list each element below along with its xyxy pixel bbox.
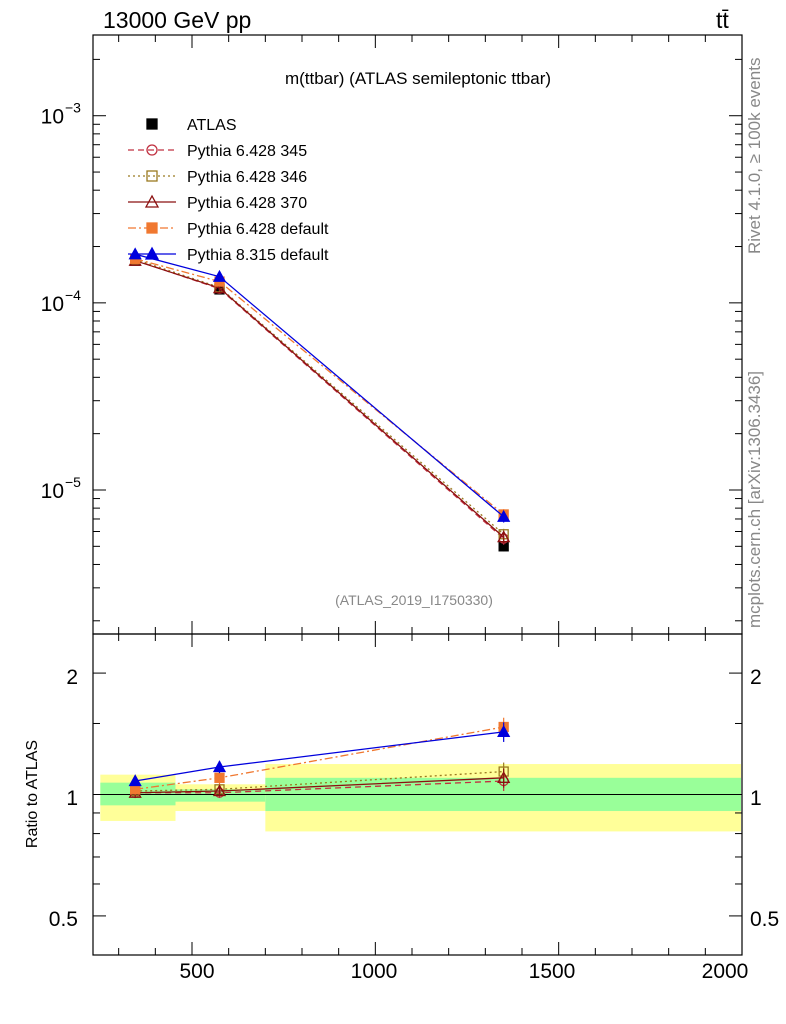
header-energy-label: 13000 GeV pp	[103, 7, 251, 33]
ytick-label: 10	[41, 106, 64, 129]
data-point	[497, 530, 511, 543]
ratio-data-point	[128, 774, 142, 787]
legend-marker	[146, 170, 158, 182]
ratio-data-point	[214, 772, 225, 783]
legend-label-py6-default: Pythia 6.428 default	[187, 221, 329, 238]
ytick-label: 10	[41, 293, 64, 316]
legend-label-py6-346: Pythia 6.428 346	[187, 169, 307, 186]
mcplots-credit-label: mcplots.cern.ch [arXiv:1306.3436]	[745, 371, 764, 628]
legend-marker	[144, 246, 160, 260]
ratio-data-point	[130, 784, 141, 795]
series-line	[134, 253, 505, 518]
ratio-y-axis-label: Ratio to ATLAS	[24, 740, 41, 848]
ratio-data-point	[212, 784, 227, 797]
ratio-ytick-label-right: 1	[750, 787, 762, 810]
xtick-label: 500	[179, 960, 214, 983]
legend-label-py6-345: Pythia 6.428 345	[187, 143, 307, 160]
ratio-ytick-label-right: 2	[750, 666, 762, 689]
ratio-ytick-label-left: 1	[66, 787, 78, 810]
legend-label-py8-default: Pythia 8.315 default	[187, 247, 329, 264]
series-line	[134, 258, 505, 535]
legend-marker	[146, 118, 158, 130]
plot-title: m(ttbar) (ATLAS semileptonic ttbar)	[285, 69, 551, 88]
legend-label-atlas: ATLAS	[187, 117, 237, 134]
ytick-label: 10	[41, 480, 64, 503]
series-line	[134, 260, 505, 538]
ytick-label-exponent: −4	[65, 287, 81, 303]
ytick-label-exponent: −3	[65, 100, 81, 116]
legend-marker	[144, 194, 160, 208]
ratio-data-point	[212, 760, 227, 773]
ratio-ytick-label-left: 0.5	[49, 908, 78, 931]
series-line	[134, 259, 505, 540]
xtick-label: 2000	[702, 960, 749, 983]
xtick-label: 1000	[351, 960, 398, 983]
data-point	[212, 269, 227, 282]
legend-marker	[146, 222, 158, 234]
ratio-data-point	[497, 724, 511, 737]
rivet-version-label: Rivet 4.1.0, ≥ 100k events	[745, 58, 764, 254]
ratio-ytick-label-left: 2	[66, 666, 78, 689]
ratio-ytick-label-right: 0.5	[750, 908, 779, 931]
data-point	[212, 281, 227, 294]
data-point	[497, 509, 511, 522]
xtick-label: 1500	[529, 960, 576, 983]
ytick-label-exponent: −5	[65, 474, 81, 490]
ratio-data-point	[497, 770, 511, 783]
header-process-label: tt̄	[716, 7, 729, 33]
legend-label-py6-370: Pythia 6.428 370	[187, 195, 307, 212]
series-line	[134, 258, 505, 515]
legend-marker	[146, 144, 158, 156]
analysis-watermark: (ATLAS_2019_I1750330)	[335, 592, 493, 608]
